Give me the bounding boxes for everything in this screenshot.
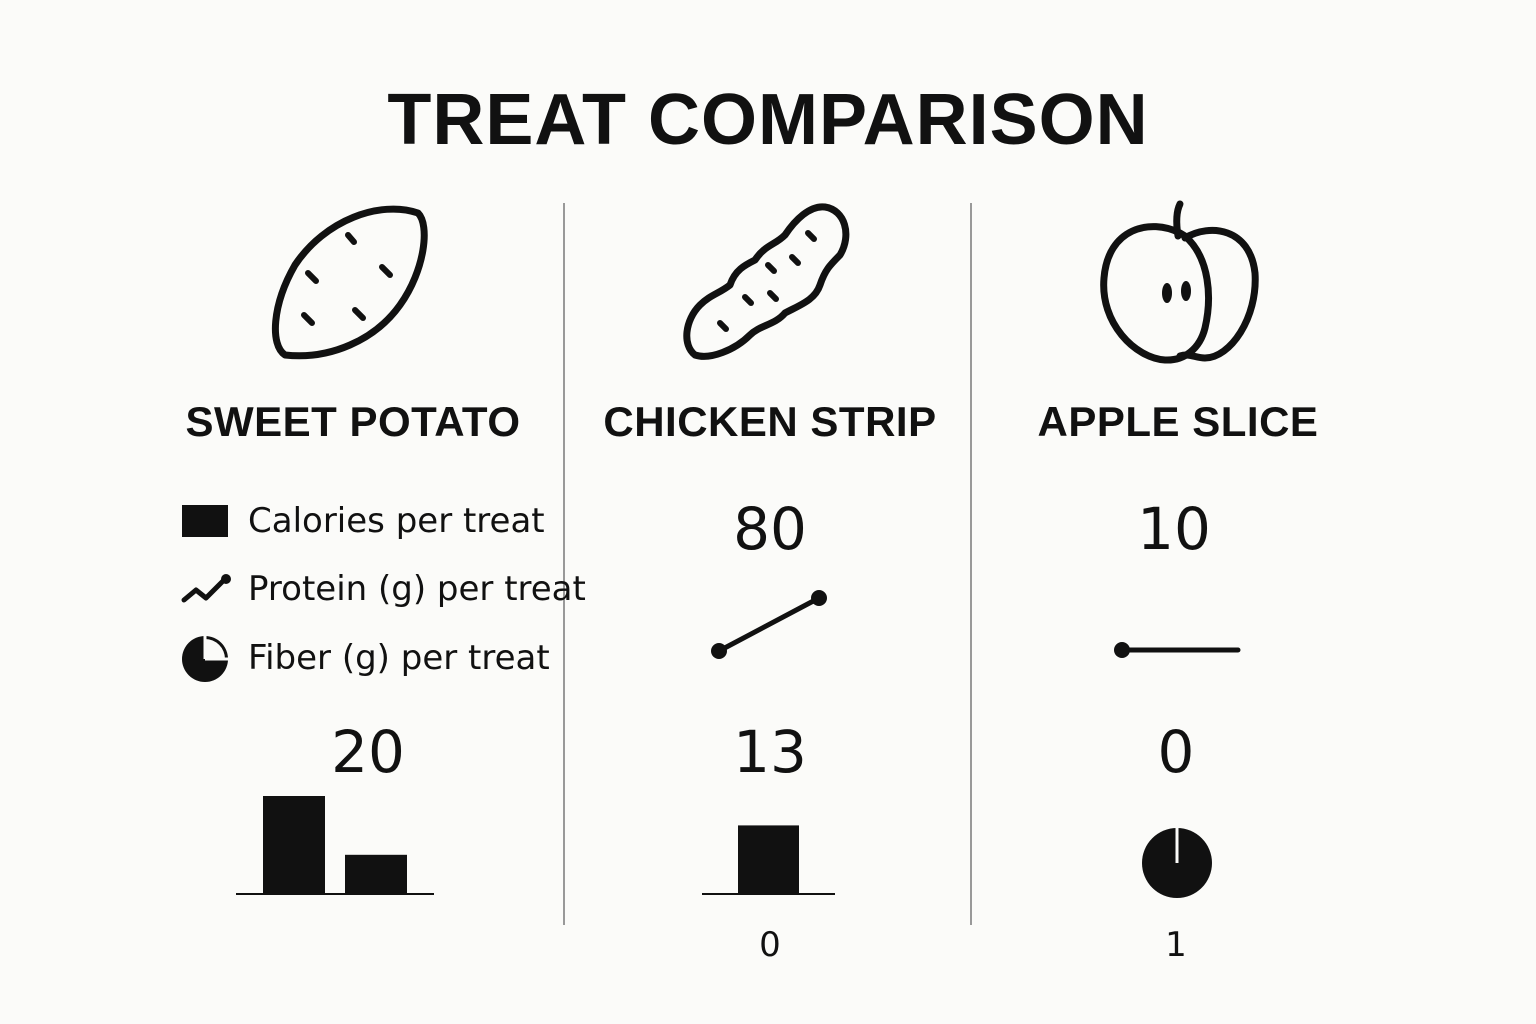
column-name-sweet-potato: SWEET POTATO bbox=[185, 398, 521, 445]
chicken-strip-protein-line bbox=[711, 590, 827, 659]
chicken-strip-protein-value: 13 bbox=[733, 718, 807, 786]
apple-slice-fiber-value: 1 bbox=[1165, 925, 1187, 965]
calories-legend-icon bbox=[182, 505, 228, 537]
chicken-strip-icon bbox=[683, 203, 850, 360]
mini-bar bbox=[345, 854, 407, 894]
apple-slice-protein-line bbox=[1114, 642, 1241, 658]
column-name-apple-slice: APPLE SLICE bbox=[1037, 398, 1319, 445]
legend-calories-label: Calories per treat bbox=[248, 501, 545, 541]
column-name-chicken-strip: CHICKEN STRIP bbox=[603, 398, 937, 445]
sweet-potato-value: 20 bbox=[331, 718, 405, 786]
apple-slice-protein-value: 0 bbox=[1157, 718, 1195, 786]
mini-bar bbox=[263, 796, 325, 894]
chicken-strip-calories-value: 80 bbox=[733, 495, 807, 563]
apple-slice-fiber-pie bbox=[1142, 828, 1212, 898]
fiber-legend-icon bbox=[182, 636, 228, 682]
chicken-strip-mini-chart bbox=[702, 825, 835, 895]
apple-slice-icon bbox=[1100, 200, 1259, 364]
legend-fiber-label: Fiber (g) per treat bbox=[248, 638, 550, 678]
chicken-strip-fiber-value: 0 bbox=[759, 925, 781, 965]
sweet-potato-mini-chart bbox=[236, 796, 434, 895]
protein-legend-icon bbox=[181, 574, 231, 603]
mini-bar bbox=[738, 825, 799, 894]
page-title: TREAT COMPARISON bbox=[387, 80, 1149, 160]
column-divider bbox=[970, 203, 972, 925]
legend-protein-label: Protein (g) per treat bbox=[248, 569, 586, 609]
apple-slice-calories-value: 10 bbox=[1137, 495, 1211, 563]
sweet-potato-icon bbox=[271, 205, 428, 360]
column-divider bbox=[563, 203, 565, 925]
